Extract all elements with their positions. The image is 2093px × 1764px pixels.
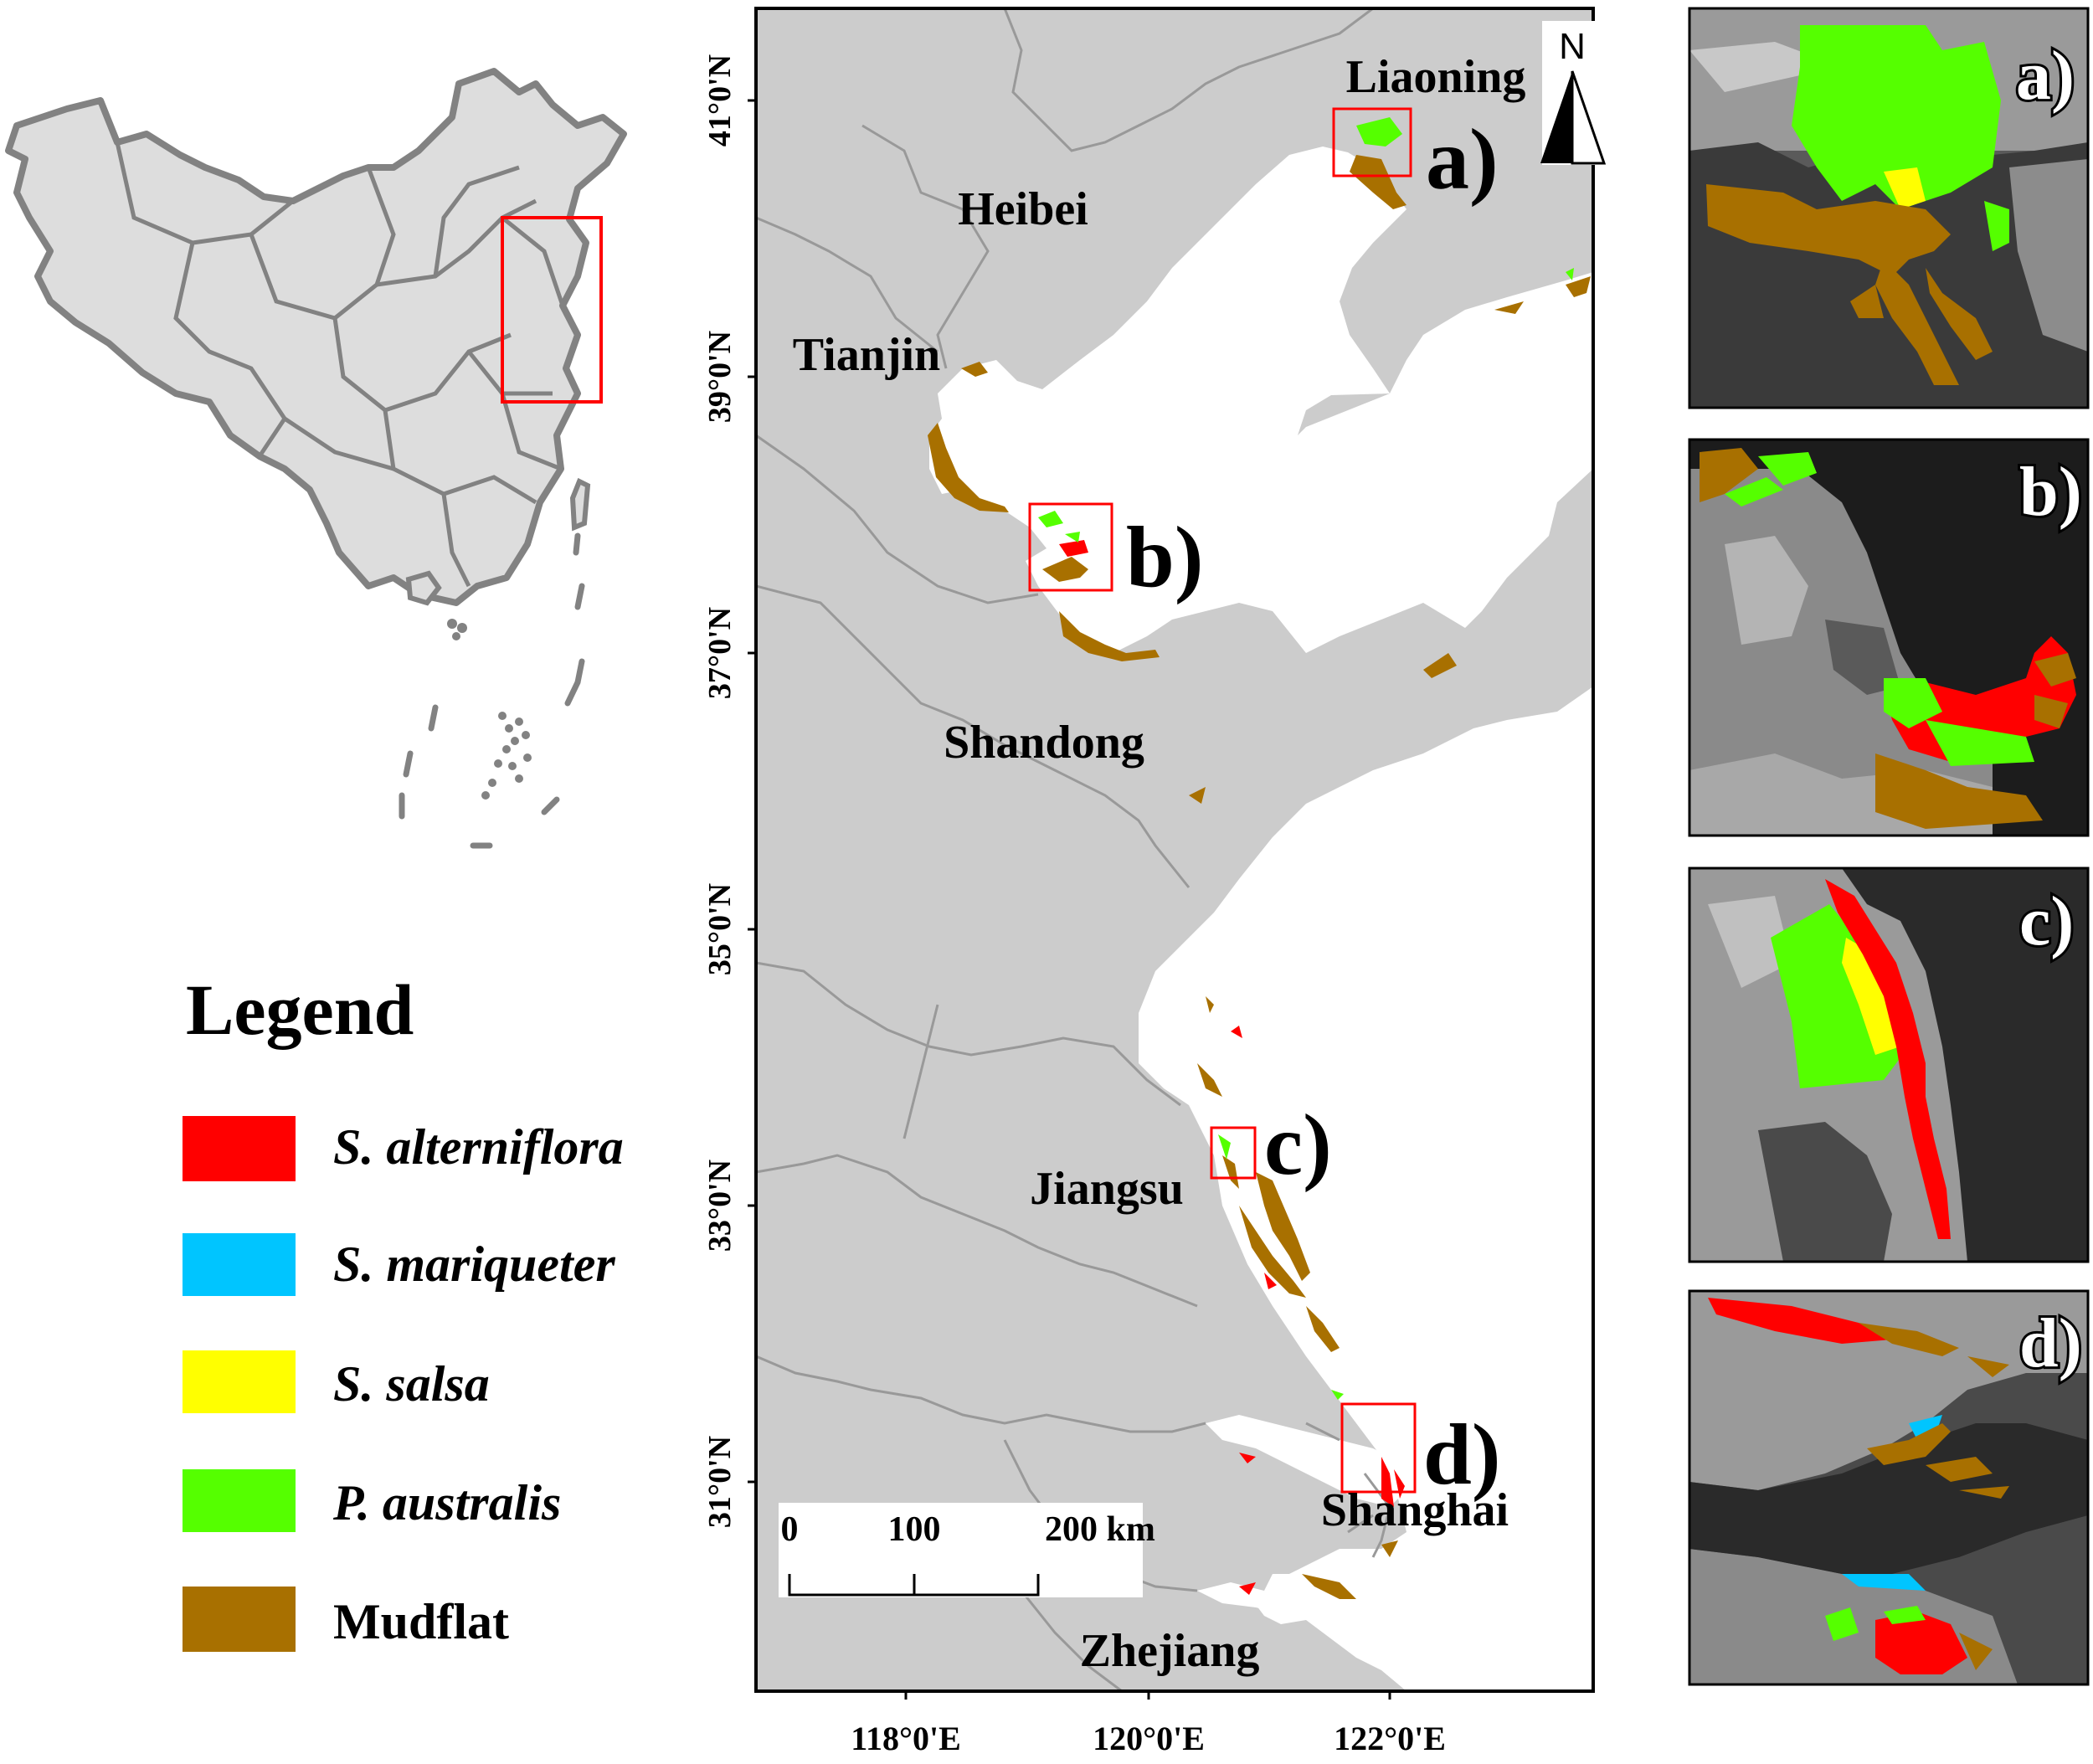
panel-d-label: d): [2019, 1304, 2082, 1382]
lat-label-33: 33°0'N: [702, 1160, 738, 1252]
lat-label-41: 41°0'N: [702, 54, 738, 147]
hangzhou-bay: [1197, 1582, 1323, 1616]
site-label-c: c): [1264, 1097, 1332, 1193]
legend-item-s-salsa: S. salsa: [183, 1350, 490, 1413]
mudflat-patches: [928, 155, 1591, 1599]
province-label-shanghai: Shanghai: [1321, 1484, 1509, 1536]
legend-item-mudflat: Mudflat: [183, 1587, 509, 1652]
scale-tick-100: 100: [888, 1510, 941, 1549]
legend-item-s-mariqueter: S. mariqueter: [183, 1233, 615, 1296]
site-box-b: [1028, 502, 1113, 592]
panel-b-label: b): [2019, 453, 2082, 531]
north-arrow-icon: [1540, 71, 1572, 163]
site-labels: a) b) c) d): [1126, 111, 1500, 1503]
legend-label-s-salsa: S. salsa: [333, 1356, 490, 1412]
china-mainland: [5, 68, 627, 606]
tick-marks: [748, 99, 1391, 1700]
site-box-d: [1340, 1402, 1417, 1494]
legend-label-p-australis: P. australis: [332, 1475, 561, 1530]
lat-label-35: 35°0'N: [702, 883, 738, 975]
site-boxes: [1028, 107, 1417, 1494]
panel-a-label: a): [2016, 37, 2075, 115]
south-china-sea-islands: [447, 619, 532, 800]
legend-swatch-p-australis: [183, 1469, 296, 1532]
panel-b: b): [1688, 438, 2090, 837]
province-label-shandong: Shandong: [944, 717, 1144, 769]
province-label-zhejiang: Zhejiang: [1080, 1625, 1260, 1677]
province-label-liaoning: Liaoning: [1346, 51, 1526, 103]
panel-c-label: c): [2019, 882, 2074, 960]
legend-label-mudflat: Mudflat: [333, 1594, 509, 1649]
legend-swatch-s-salsa: [183, 1350, 296, 1413]
yangtze-estuary: [1206, 1415, 1406, 1507]
site-label-b: b): [1126, 509, 1203, 605]
site-box-a: [1332, 107, 1412, 177]
legend-title: Legend: [186, 969, 414, 1050]
legend-label-s-alterniflora: S. alterniflora: [333, 1119, 624, 1175]
province-label-tianjin: Tianjin: [793, 329, 940, 381]
china-inset-map: [5, 68, 627, 849]
legend-swatch-mudflat: [183, 1587, 296, 1652]
bohai-sea: [929, 147, 1593, 653]
province-label-heibei: Heibei: [958, 183, 1088, 235]
province-labels: Liaoning Heibei Tianjin Shandong Jiangsu…: [793, 51, 1526, 1677]
panel-a: a): [1688, 7, 2090, 409]
legend-item-p-australis: P. australis: [183, 1469, 561, 1532]
site-box-c: [1210, 1126, 1257, 1180]
nine-dash-line: [399, 532, 585, 849]
panel-d: d): [1688, 1289, 2090, 1686]
legend-swatch-s-mariqueter: [183, 1233, 296, 1296]
site-label-d: d): [1423, 1407, 1500, 1503]
scale-tick-0: 0: [781, 1510, 799, 1549]
scale-bar: 0 100 200 km: [779, 1503, 1155, 1597]
yellow-sea: [1139, 687, 1593, 1691]
legend-label-s-mariqueter: S. mariqueter: [333, 1237, 615, 1292]
legend-item-s-alterniflora: S. alterniflora: [183, 1116, 624, 1181]
latitude-labels: 41°0'N 39°0'N 37°0'N 35°0'N 33°0'N 31°0'…: [702, 54, 738, 1528]
map-frame: [754, 7, 1595, 1693]
lon-label-122: 122°0'E: [1334, 1720, 1446, 1757]
lat-label-31: 31°0'N: [702, 1436, 738, 1528]
legend-swatch-s-alterniflora: [183, 1116, 296, 1181]
legend: Legend S. alterniflora S. mariqueter S. …: [183, 969, 624, 1652]
main-map: 41°0'N 39°0'N 37°0'N 35°0'N 33°0'N 31°0'…: [702, 7, 1607, 1757]
scale-tick-200: 200 km: [1045, 1510, 1155, 1549]
province-borders: [115, 141, 565, 588]
study-area-box: [501, 216, 603, 404]
lon-label-118: 118°0'E: [851, 1720, 961, 1757]
north-arrow: N: [1540, 21, 1607, 165]
site-label-a: a): [1426, 111, 1499, 208]
panel-c: c): [1688, 867, 2090, 1263]
longitude-labels: 118°0'E 120°0'E 122°0'E: [851, 1720, 1446, 1757]
lon-label-120: 120°0'E: [1093, 1720, 1205, 1757]
marsh-patches: [1038, 117, 1574, 1595]
lat-label-39: 39°0'N: [702, 331, 738, 423]
north-arrow-label: N: [1559, 26, 1586, 67]
taiwan-island: [569, 477, 591, 532]
lat-label-37: 37°0'N: [702, 607, 738, 699]
hainan-island: [405, 570, 442, 606]
province-label-jiangsu: Jiangsu: [1030, 1163, 1184, 1215]
